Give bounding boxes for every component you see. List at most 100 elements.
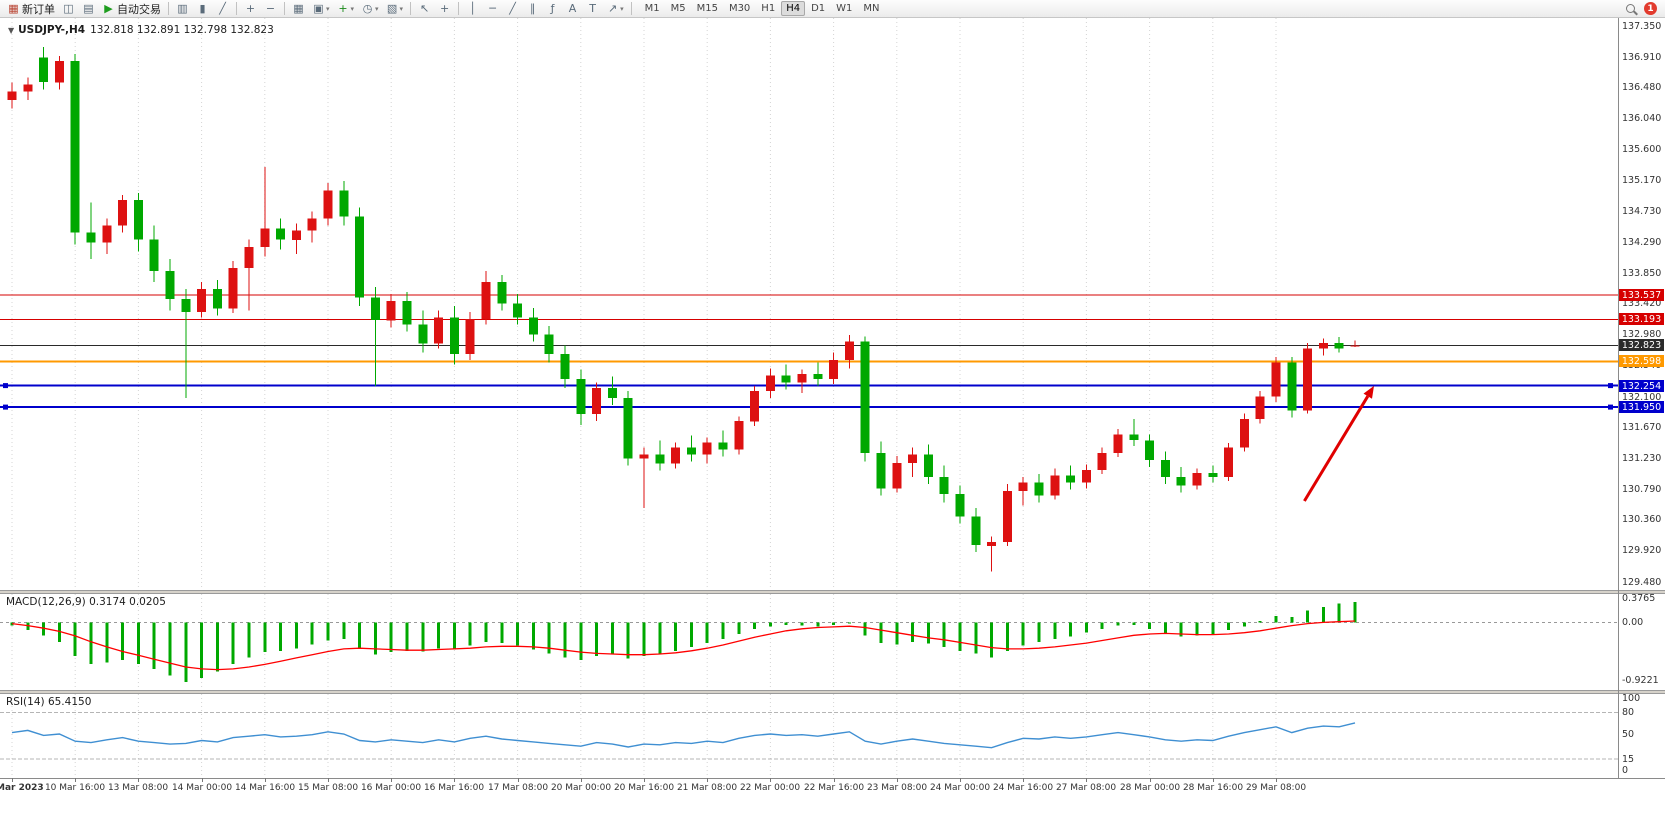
chart-title: ▼ USDJPY-,H4 132.818 132.891 132.798 132.8…	[8, 24, 274, 36]
chart-symbol: USDJPY-,H4	[18, 24, 86, 36]
bar-chart-icon: ▥	[177, 1, 188, 15]
time-axis-tick	[75, 778, 76, 782]
rsi-panel[interactable]	[0, 694, 1618, 778]
time-axis-tick	[834, 778, 835, 782]
bar-chart-button[interactable]: ▥	[173, 1, 192, 17]
macd-scale-label: 0.00	[1622, 617, 1644, 628]
dropdown-arrow-icon[interactable]: ▾	[620, 4, 624, 13]
horizontal-line-button[interactable]: ─	[483, 1, 502, 17]
indicators-button[interactable]: + ▾	[334, 1, 358, 17]
time-axis-tick	[1086, 778, 1087, 782]
dropdown-arrow-icon[interactable]: ▾	[399, 4, 404, 13]
label-button[interactable]: T	[583, 1, 602, 17]
panel-divider[interactable]	[0, 590, 1665, 594]
label-icon: T	[589, 1, 596, 15]
zoom-out-button[interactable]: −	[261, 1, 280, 17]
profiles-button[interactable]: ▤	[79, 1, 98, 17]
vertical-line-button[interactable]: │	[463, 1, 482, 17]
tile-windows-button[interactable]: ▦	[289, 1, 308, 17]
dropdown-arrow-icon[interactable]: ▾	[375, 4, 379, 13]
macd-histogram	[10, 601, 1357, 682]
crosshair-button[interactable]: +	[435, 1, 454, 17]
cursor-button[interactable]: ↖	[415, 1, 434, 17]
timeframe-button-m15[interactable]: M15	[696, 3, 718, 14]
new-order-button[interactable]: ▦ 新订单	[4, 1, 58, 17]
price-line-label-133.537: 133.537	[1619, 289, 1664, 301]
crosshair-icon: +	[439, 1, 450, 15]
timeframe-button-m5[interactable]: M5	[670, 3, 686, 14]
timeframe-button-d1[interactable]: D1	[811, 3, 826, 14]
chart-ohlc-values: 132.818 132.891 132.798 132.823	[90, 24, 274, 36]
template-icon: ▧	[386, 1, 398, 15]
fibonacci-button[interactable]: ƒ	[543, 1, 562, 17]
macd-panel[interactable]	[0, 594, 1618, 690]
candle	[197, 289, 207, 312]
time-axis-border	[0, 778, 1665, 779]
search-icon[interactable]	[1624, 2, 1638, 16]
time-axis-tick	[202, 778, 203, 782]
time-axis-tick	[328, 778, 329, 782]
indicators-plus-icon: +	[338, 1, 348, 15]
chart-window-button[interactable]: ◫	[59, 1, 78, 17]
text-button[interactable]: A	[563, 1, 582, 17]
candle	[797, 373, 807, 383]
templates-button[interactable]: ▧ ▾	[383, 1, 407, 17]
new-chart-button[interactable]: ▣ ▾	[309, 1, 333, 17]
candle	[955, 494, 965, 517]
timeframe-button-m1[interactable]: M1	[644, 3, 660, 14]
arrows-button[interactable]: ↗ ▾	[603, 1, 627, 17]
periods-button[interactable]: ◷ ▾	[358, 1, 382, 17]
time-axis-label: 27 Mar 08:00	[1055, 783, 1117, 793]
candle	[639, 454, 649, 459]
dropdown-arrow-icon[interactable]: ▾	[326, 4, 330, 13]
candle	[923, 454, 933, 477]
autotrade-button[interactable]: ▶ 自动交易	[99, 1, 164, 17]
time-axis-label: 16 Mar 16:00	[423, 783, 485, 793]
candle	[1224, 447, 1234, 478]
channel-button[interactable]: ∥	[523, 1, 542, 17]
candlestick-button[interactable]: ▮	[193, 1, 212, 17]
notification-badge[interactable]: 1	[1644, 2, 1657, 15]
candle	[813, 373, 823, 379]
fibonacci-icon: ƒ	[550, 1, 555, 15]
hline-handle[interactable]	[3, 404, 8, 410]
timeframe-button-h1[interactable]: H1	[761, 3, 776, 14]
time-axis-label: 15 Mar 08:00	[297, 783, 359, 793]
time-axis-tick	[644, 778, 645, 782]
timeframe-button-h4[interactable]: H4	[781, 1, 806, 16]
dropdown-arrow-icon[interactable]: ▾	[350, 4, 355, 13]
trendline-button[interactable]: ╱	[503, 1, 522, 17]
rsi-scale-label: 100	[1622, 693, 1641, 704]
panel-divider[interactable]	[0, 690, 1665, 694]
time-axis-tick	[707, 778, 708, 782]
candle	[576, 378, 586, 415]
timeframe-toolbar: M1 M5 M15 M30 H1 H4 D1 W1 MN	[640, 1, 885, 16]
candle	[1287, 362, 1297, 411]
candle	[655, 454, 665, 464]
candle	[829, 359, 839, 379]
hline-handle[interactable]	[1608, 383, 1613, 389]
trend-arrow-annotation[interactable]	[1303, 385, 1374, 502]
candle	[560, 354, 570, 379]
timeframe-button-mn[interactable]: MN	[863, 3, 880, 14]
main-price-chart[interactable]	[0, 18, 1618, 590]
time-axis-label: 28 Mar 16:00	[1182, 783, 1244, 793]
candle	[987, 542, 997, 547]
rsi-scale-label: 0	[1622, 765, 1629, 776]
candle	[228, 268, 238, 309]
toolbar-separator	[236, 2, 237, 15]
hline-handle[interactable]	[1608, 404, 1613, 410]
gridlines	[11, 18, 1277, 590]
time-axis-label: 22 Mar 00:00	[739, 783, 801, 793]
line-chart-button[interactable]: ╱	[213, 1, 232, 17]
timeframe-button-m30[interactable]: M30	[728, 3, 751, 14]
one-click-trading-collapse-icon[interactable]: ▼	[8, 26, 15, 35]
timeframe-button-w1[interactable]: W1	[836, 3, 853, 14]
rsi-scale-label: 80	[1622, 707, 1635, 718]
hline-handle[interactable]	[3, 383, 8, 389]
zoom-in-button[interactable]: +	[241, 1, 260, 17]
price-tick-label: 136.480	[1622, 82, 1662, 93]
toolbar-separator	[284, 2, 285, 15]
candle	[1018, 482, 1028, 492]
